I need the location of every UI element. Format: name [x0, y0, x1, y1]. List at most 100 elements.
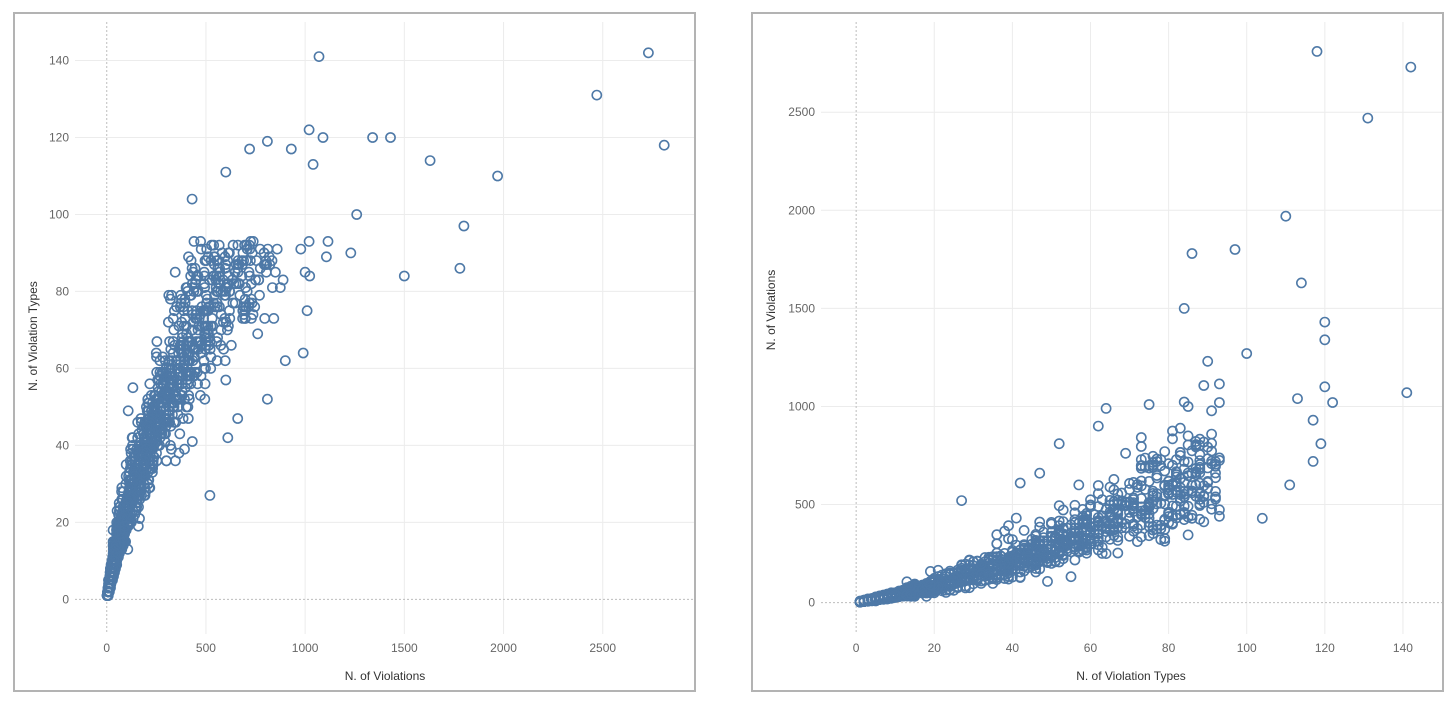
data-point	[1178, 302, 1190, 314]
data-point	[130, 463, 142, 474]
data-point	[1151, 488, 1163, 499]
data-point	[932, 581, 944, 593]
data-point	[102, 590, 113, 601]
data-point	[151, 409, 163, 420]
x-tick-label: 60	[1084, 641, 1098, 655]
data-point	[991, 538, 1003, 549]
data-point	[266, 282, 278, 293]
data-point	[1092, 539, 1104, 551]
data-point	[205, 362, 217, 374]
data-point	[1010, 512, 1022, 524]
data-point	[1147, 459, 1159, 471]
data-point	[1174, 495, 1186, 507]
data-point	[1128, 520, 1139, 532]
data-point	[295, 243, 307, 255]
y-tick-label: 0	[62, 592, 69, 606]
data-point	[200, 289, 212, 301]
data-point	[1069, 522, 1081, 534]
data-point	[167, 336, 179, 347]
data-point	[211, 285, 223, 297]
data-point	[132, 520, 144, 532]
data-point	[241, 285, 253, 297]
y-tick-label: 40	[56, 438, 70, 452]
data-point	[145, 389, 157, 401]
data-point	[301, 305, 313, 317]
data-point	[198, 362, 210, 374]
data-point	[854, 596, 866, 608]
data-point	[180, 282, 192, 293]
data-point	[1100, 402, 1112, 414]
data-point	[172, 409, 184, 420]
data-point	[186, 436, 198, 447]
data-point	[188, 235, 200, 247]
data-point	[138, 455, 150, 467]
data-point	[351, 209, 363, 220]
data-point	[1135, 519, 1147, 531]
data-point	[232, 259, 244, 270]
data-point	[1210, 472, 1221, 484]
data-point	[285, 143, 297, 155]
x-tick-label: 0	[103, 641, 110, 655]
data-point	[104, 574, 116, 586]
data-point	[220, 166, 232, 178]
data-point	[1202, 476, 1214, 488]
data-point	[152, 382, 164, 394]
x-tick-label: 2500	[589, 641, 616, 655]
data-point	[1022, 547, 1034, 558]
data-point	[145, 463, 157, 474]
data-point	[129, 470, 141, 482]
x-axis-title: N. of Violations	[345, 669, 426, 683]
data-point	[182, 413, 194, 424]
data-point	[1104, 512, 1116, 523]
data-point	[1006, 571, 1018, 583]
data-point	[195, 243, 207, 255]
data-point	[141, 420, 153, 432]
data-point	[1151, 491, 1163, 503]
x-tick-label: 0	[853, 641, 860, 655]
data-point	[999, 558, 1010, 569]
data-point	[1081, 542, 1092, 554]
y-tick-label: 80	[56, 284, 70, 298]
data-point	[1108, 496, 1120, 508]
data-point	[1092, 420, 1104, 432]
data-point	[1022, 543, 1034, 555]
data-point	[224, 312, 236, 324]
scatter-panel-violations-vs-types: 0 500 1000 1500 2000 2500 0 20 40 60 80 100 120 140 …	[13, 12, 696, 692]
data-point	[1186, 512, 1198, 524]
data-point	[191, 312, 203, 324]
data-point	[1182, 529, 1194, 541]
y-tick-label: 120	[49, 130, 69, 144]
data-point	[259, 312, 271, 324]
data-point	[232, 266, 244, 278]
data-point	[1034, 467, 1046, 479]
data-point	[960, 564, 971, 576]
data-point	[1034, 516, 1046, 528]
data-point	[1401, 387, 1413, 399]
data-point	[159, 355, 171, 367]
data-point	[198, 312, 209, 324]
data-point	[156, 366, 168, 378]
data-point	[1182, 467, 1194, 479]
data-point	[211, 297, 223, 309]
data-point	[151, 336, 163, 347]
data-point	[201, 243, 213, 255]
data-point	[222, 320, 234, 332]
data-point	[179, 312, 191, 324]
data-point	[102, 586, 114, 598]
y-tick-labels: 0 20 40 60 80 100 120 140	[49, 53, 69, 606]
data-point	[119, 520, 130, 532]
data-point	[870, 593, 882, 605]
data-point	[1042, 576, 1053, 587]
y-tick-label: 2500	[788, 105, 815, 119]
data-point	[208, 297, 220, 309]
data-point	[1210, 467, 1221, 479]
data-point	[458, 220, 470, 232]
data-point	[1206, 498, 1217, 510]
data-point	[1210, 485, 1221, 497]
data-point	[220, 374, 232, 386]
data-point	[1085, 501, 1096, 513]
data-point	[299, 266, 311, 278]
data-point	[1073, 479, 1085, 491]
data-point	[1092, 501, 1104, 512]
data-point	[1202, 355, 1214, 367]
